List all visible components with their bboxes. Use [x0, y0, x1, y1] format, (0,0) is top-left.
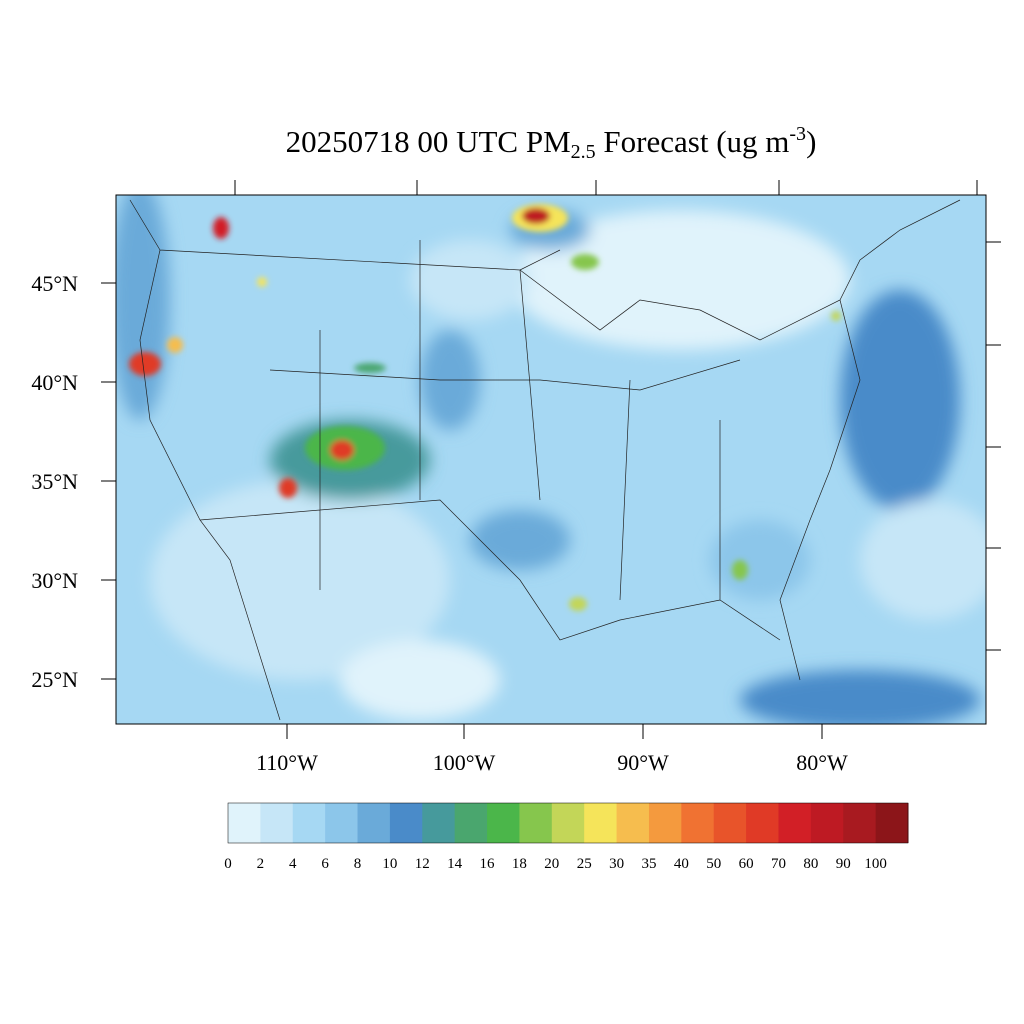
lon-label: 90°W	[617, 750, 669, 775]
colorbar-swatch	[487, 803, 520, 843]
colorbar-label: 10	[382, 856, 397, 872]
colorbar-swatch	[422, 803, 456, 843]
colorbar-label: 2	[257, 856, 265, 872]
lon-label: 110°W	[256, 750, 318, 775]
frame-ticks	[101, 180, 1001, 739]
colorbar-swatch	[648, 803, 682, 843]
colorbar-swatch	[746, 803, 779, 843]
axis-labels: 45°N 40°N 35°N 30°N 25°N 110°W 100°W 90°W 80°W	[31, 271, 848, 775]
colorbar-label: 80	[803, 856, 818, 872]
lat-label: 35°N	[31, 469, 78, 494]
colorbar-label: 100	[864, 856, 887, 872]
colorbar-frame	[227, 802, 909, 844]
title-text: 20250718 00 UTC PM	[286, 124, 571, 159]
title-subscript: 2.5	[571, 141, 596, 163]
map-frame	[115, 194, 987, 725]
lat-label: 40°N	[31, 370, 78, 395]
colorbar-label: 25	[577, 856, 592, 872]
colorbar-label: 35	[641, 856, 656, 872]
title-superscript: -3	[789, 123, 806, 145]
map-field	[116, 195, 986, 724]
lat-label: 45°N	[31, 271, 78, 296]
colorbar-swatch	[681, 803, 715, 843]
colorbar-label: 0	[224, 856, 232, 872]
colorbar-label: 16	[480, 856, 496, 872]
colorbar-label: 40	[674, 856, 689, 872]
lat-label: 30°N	[31, 568, 78, 593]
title-text: )	[806, 124, 816, 159]
colorbar-swatch	[228, 803, 261, 843]
colorbar-swatch	[843, 803, 877, 843]
colorbar-swatch	[616, 803, 650, 843]
colorbar-label: 8	[354, 856, 362, 872]
colorbar-swatch	[389, 803, 423, 843]
colorbar-label: 90	[836, 856, 851, 872]
title: 20250718 00 UTC PM2.5 Forecast (ug m-3)	[286, 123, 817, 163]
colorbar-label: 30	[609, 856, 624, 872]
colorbar-label: 6	[321, 856, 329, 872]
colorbar-swatch	[357, 803, 391, 843]
colorbar-label: 60	[739, 856, 754, 872]
colorbar: 0 2 4 6 8 10 12 14 16 18 20 25 30 35 40 50 60 70 80 90 100	[224, 802, 909, 872]
lon-label: 100°W	[433, 750, 496, 775]
colorbar-swatch	[325, 803, 359, 843]
colorbar-swatch	[292, 803, 326, 843]
colorbar-swatch	[778, 803, 812, 843]
colorbar-label: 14	[447, 856, 463, 872]
colorbar-label: 20	[544, 856, 559, 872]
colorbar-swatch	[584, 803, 618, 843]
colorbar-label: 4	[289, 856, 297, 872]
colorbar-swatch	[454, 803, 488, 843]
colorbar-label: 50	[706, 856, 721, 872]
colorbar-swatch	[551, 803, 585, 843]
colorbar-swatch	[260, 803, 294, 843]
colorbar-swatch	[713, 803, 747, 843]
title-text: Forecast (ug m	[596, 124, 790, 159]
colorbar-swatch	[875, 803, 909, 843]
colorbar-swatch	[519, 803, 553, 843]
colorbar-label: 18	[512, 856, 527, 872]
lon-label: 80°W	[796, 750, 848, 775]
colorbar-label: 12	[415, 856, 430, 872]
colorbar-label: 70	[771, 856, 786, 872]
lat-label: 25°N	[31, 667, 78, 692]
colorbar-swatch	[810, 803, 844, 843]
